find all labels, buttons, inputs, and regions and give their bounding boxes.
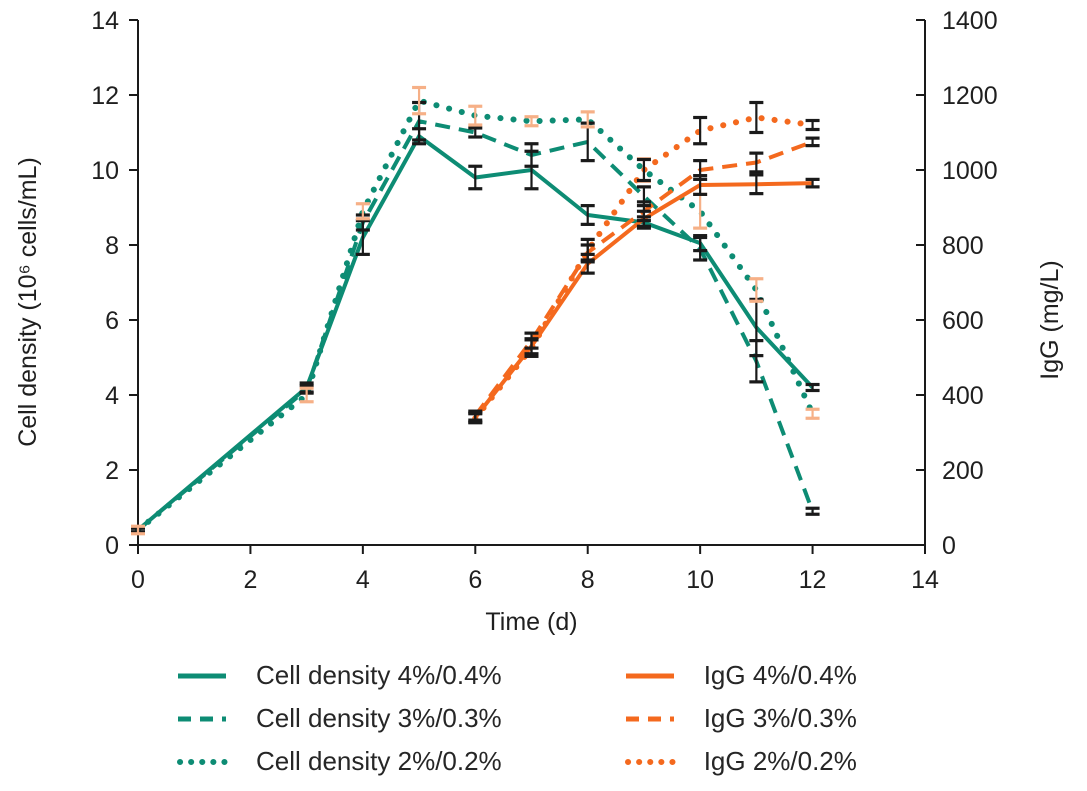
legend-line-sample-dotted-teal [177, 758, 228, 765]
svg-text:800: 800 [942, 232, 984, 260]
legend-item-igg-4: IgG 4%/0.4% [624, 654, 857, 697]
svg-text:Cell density (10⁶ cells/mL): Cell density (10⁶ cells/mL) [14, 157, 42, 447]
svg-text:10: 10 [686, 566, 714, 594]
legend-line-sample-dashed-orange [625, 716, 674, 721]
svg-text:2: 2 [243, 566, 257, 594]
legend-line-sample-dashed-teal [178, 716, 226, 721]
legend-label-igg-4: IgG 4%/0.4% [703, 660, 857, 690]
svg-text:6: 6 [468, 566, 482, 594]
legend-item-igg-3: IgG 3%/0.3% [624, 697, 857, 740]
legend-item-cell-density-3: Cell density 3%/0.3% [176, 697, 502, 740]
svg-text:8: 8 [105, 232, 119, 260]
svg-text:4: 4 [105, 382, 119, 410]
chart-legend: Cell density 4%/0.4% Cell density 3%/0.3… [0, 654, 1087, 783]
svg-text:1200: 1200 [942, 82, 998, 110]
legend-col-cell-density: Cell density 4%/0.4% Cell density 3%/0.3… [176, 654, 502, 783]
legend-label-cell-density-3: Cell density 3%/0.3% [256, 703, 502, 733]
svg-text:1400: 1400 [942, 7, 998, 35]
svg-text:4: 4 [356, 566, 370, 594]
legend-line-sample-solid-orange [625, 673, 674, 678]
svg-text:0: 0 [131, 566, 145, 594]
svg-text:Time (d): Time (d) [485, 608, 577, 636]
svg-text:14: 14 [911, 566, 939, 594]
svg-text:400: 400 [942, 382, 984, 410]
svg-text:12: 12 [799, 566, 827, 594]
legend-line-sample-dotted-orange [624, 758, 676, 765]
svg-text:12: 12 [91, 82, 119, 110]
svg-text:8: 8 [581, 566, 595, 594]
svg-text:2: 2 [105, 457, 119, 485]
legend-item-igg-2: IgG 2%/0.2% [624, 740, 857, 783]
legend-col-igg: IgG 4%/0.4% IgG 3%/0.3% IgG 2%/0.2% [624, 654, 857, 783]
legend-label-cell-density-4: Cell density 4%/0.4% [256, 660, 502, 690]
svg-text:0: 0 [942, 532, 956, 560]
svg-text:14: 14 [91, 7, 119, 35]
svg-text:6: 6 [105, 307, 119, 335]
svg-text:IgG (mg/L): IgG (mg/L) [1036, 260, 1064, 379]
svg-text:0: 0 [105, 532, 119, 560]
legend-item-cell-density-4: Cell density 4%/0.4% [176, 654, 502, 697]
legend-label-igg-3: IgG 3%/0.3% [703, 703, 857, 733]
svg-text:600: 600 [942, 307, 984, 335]
legend-line-sample-solid-teal [178, 673, 226, 678]
legend-label-cell-density-2: Cell density 2%/0.2% [256, 746, 502, 776]
legend-label-igg-2: IgG 2%/0.2% [703, 746, 857, 776]
svg-text:200: 200 [942, 457, 984, 485]
svg-text:1000: 1000 [942, 157, 998, 185]
svg-text:10: 10 [91, 157, 119, 185]
legend-item-cell-density-2: Cell density 2%/0.2% [176, 740, 502, 783]
